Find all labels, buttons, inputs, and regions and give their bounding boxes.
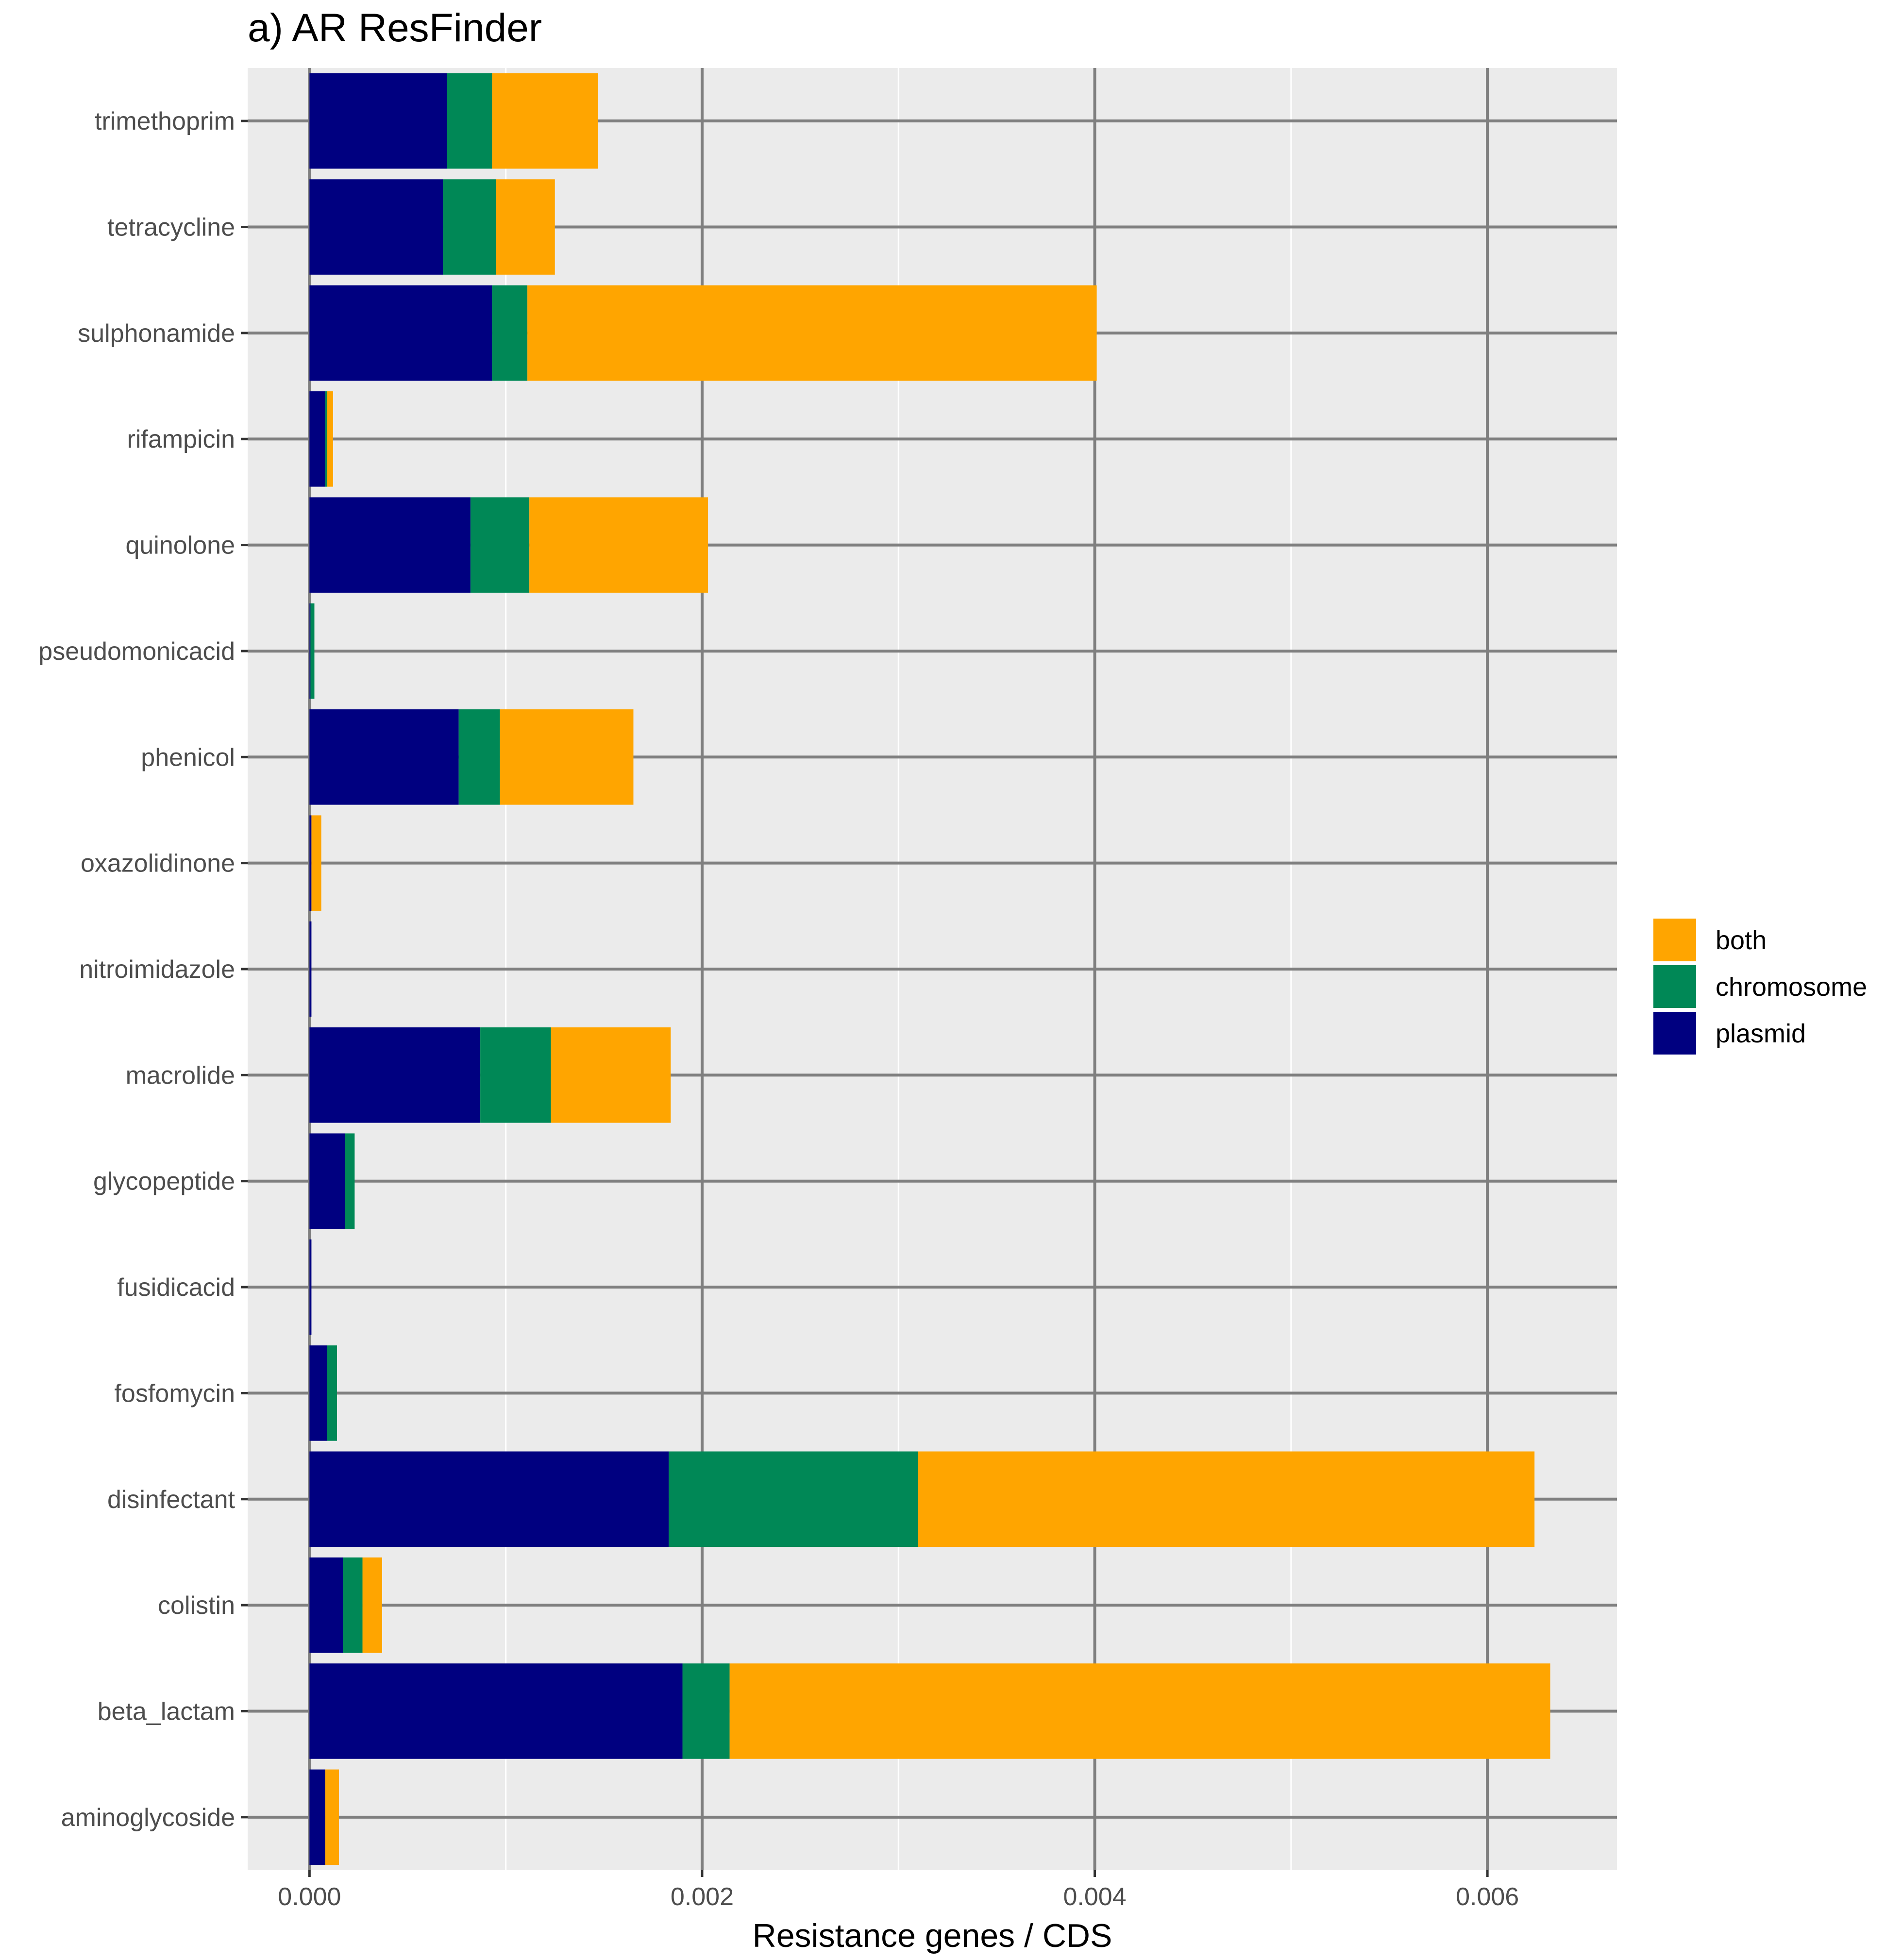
- bar-quinolone-plasmid: [309, 497, 471, 593]
- bar-trimethoprim-chromosome: [447, 73, 492, 169]
- x-tick-label: 0.002: [671, 1883, 734, 1911]
- bar-phenicol-chromosome: [458, 709, 500, 805]
- bar-beta_lactam-plasmid: [309, 1663, 683, 1759]
- bar-tetracycline-plasmid: [309, 179, 443, 275]
- bar-pseudomonicacid-plasmid: [309, 603, 311, 699]
- bar-pseudomonicacid-chromosome: [310, 603, 315, 699]
- bar-quinolone-both: [529, 497, 708, 593]
- legend-key-both: [1653, 919, 1696, 961]
- bar-sulphonamide-both: [527, 285, 1097, 381]
- bar-macrolide-both: [551, 1027, 671, 1123]
- y-tick-label: quinolone: [125, 532, 235, 560]
- y-tick-label: disinfectant: [107, 1486, 236, 1514]
- bar-tetracycline-both: [496, 179, 555, 275]
- x-axis-label: Resistance genes / CDS: [753, 1917, 1112, 1954]
- y-tick-label: fosfomycin: [114, 1379, 235, 1407]
- bar-rifampicin-plasmid: [309, 391, 325, 487]
- bar-beta_lactam-chromosome: [682, 1663, 730, 1759]
- bar-quinolone-chromosome: [470, 497, 530, 593]
- y-tick-label: sulphonamide: [78, 319, 235, 348]
- legend: both chromosome plasmid: [1653, 919, 1867, 1055]
- bars-group: [309, 73, 1550, 1865]
- bar-trimethoprim-plasmid: [309, 73, 447, 169]
- legend-label-plasmid: plasmid: [1716, 1019, 1806, 1048]
- bar-oxazolidinone-plasmid: [309, 815, 312, 911]
- bar-colistin-both: [362, 1557, 382, 1653]
- bar-nitroimidazole-plasmid: [309, 921, 312, 1017]
- y-axis: trimethoprim tetracycline sulphonamide rifa…: [38, 107, 248, 1832]
- bar-disinfectant-both: [918, 1451, 1535, 1547]
- y-tick-label: oxazolidinone: [81, 850, 235, 878]
- y-tick-label: macrolide: [126, 1061, 235, 1089]
- bar-colistin-chromosome: [343, 1557, 363, 1653]
- x-axis: 0.000 0.002 0.004 0.006: [278, 1870, 1519, 1911]
- bar-phenicol-both: [500, 709, 634, 805]
- x-tick-label: 0.006: [1456, 1883, 1519, 1911]
- legend-label-both: both: [1716, 926, 1767, 955]
- bar-tetracycline-chromosome: [443, 179, 496, 275]
- legend-label-chromosome: chromosome: [1716, 972, 1867, 1002]
- x-tick-label: 0.000: [278, 1883, 341, 1911]
- y-tick-label: nitroimidazole: [79, 955, 235, 984]
- bar-fusidicacid-plasmid: [309, 1239, 312, 1335]
- bar-sulphonamide-plasmid: [309, 285, 492, 381]
- y-tick-label: beta_lactam: [98, 1697, 235, 1725]
- y-tick-label: pseudomonicacid: [38, 637, 235, 666]
- bar-rifampicin-both: [327, 391, 333, 487]
- bar-phenicol-plasmid: [309, 709, 459, 805]
- bar-sulphonamide-chromosome: [492, 285, 528, 381]
- y-tick-label: tetracycline: [107, 214, 235, 242]
- legend-key-plasmid: [1653, 1012, 1696, 1055]
- y-tick-label: aminoglycoside: [61, 1804, 235, 1832]
- bar-fosfomycin-plasmid: [309, 1345, 327, 1441]
- bar-colistin-plasmid: [309, 1557, 343, 1653]
- y-tick-label: fusidicacid: [117, 1273, 235, 1302]
- bar-macrolide-plasmid: [309, 1027, 481, 1123]
- bar-rifampicin-chromosome: [325, 391, 327, 487]
- y-tick-label: phenicol: [141, 743, 235, 771]
- bar-disinfectant-chromosome: [669, 1451, 918, 1547]
- y-tick-label: colistin: [158, 1591, 235, 1620]
- chart-title: a) AR ResFinder: [248, 6, 542, 50]
- legend-key-chromosome: [1653, 965, 1696, 1008]
- bar-beta_lactam-both: [729, 1663, 1550, 1759]
- bar-macrolide-chromosome: [480, 1027, 551, 1123]
- bar-aminoglycoside-plasmid: [309, 1769, 325, 1865]
- bar-trimethoprim-both: [492, 73, 598, 169]
- x-tick-label: 0.004: [1063, 1883, 1126, 1911]
- y-tick-label: trimethoprim: [95, 107, 235, 135]
- bar-glycopeptide-plasmid: [309, 1133, 345, 1229]
- bar-glycopeptide-chromosome: [345, 1133, 355, 1229]
- bar-fosfomycin-chromosome: [327, 1345, 337, 1441]
- bar-aminoglycoside-both: [325, 1769, 339, 1865]
- bar-oxazolidinone-both: [311, 815, 321, 911]
- y-tick-label: rifampicin: [127, 425, 236, 453]
- y-tick-label: glycopeptide: [93, 1168, 235, 1196]
- bar-disinfectant-plasmid: [309, 1451, 669, 1547]
